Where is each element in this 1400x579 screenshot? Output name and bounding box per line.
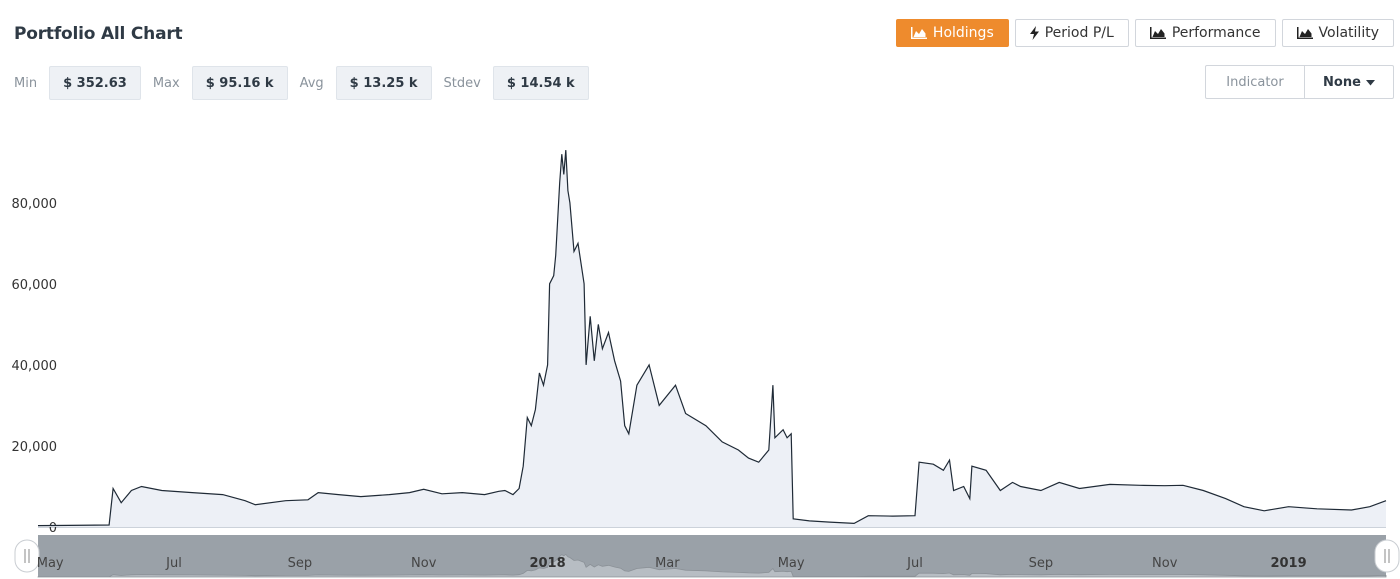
caret-down-icon: [1365, 75, 1375, 90]
indicator-label: Indicator: [1206, 66, 1305, 98]
min-value: $ 352.63: [49, 66, 141, 100]
x-tick-label: 2019: [1270, 556, 1306, 571]
x-tick-label: May: [37, 556, 64, 571]
indicator-dropdown[interactable]: None: [1305, 66, 1393, 98]
x-tick-label: Jul: [165, 556, 182, 571]
tab-holdings-label: Holdings: [932, 25, 994, 41]
y-axis: 0 20,000 40,000 60,000 80,000: [12, 197, 58, 536]
x-tick-label: 2018: [529, 556, 565, 571]
x-tick-label: Nov: [1152, 556, 1178, 571]
tab-performance-label: Performance: [1171, 25, 1261, 41]
tab-period-pl-label: Period P/L: [1044, 25, 1114, 41]
x-tick-label: Mar: [655, 556, 680, 571]
navigator-handle-grip: [14, 539, 40, 573]
x-tick-label: Sep: [1029, 556, 1054, 571]
x-tick-label: Sep: [288, 556, 313, 571]
navigator-series: [37, 553, 1387, 578]
holdings-area: [38, 150, 1386, 527]
indicator-value: None: [1323, 74, 1361, 90]
navigator-handle-grip: [1374, 539, 1400, 573]
y-tick-label: 20,000: [12, 440, 58, 455]
navigator-background: [38, 535, 1386, 577]
y-tick-label: 0: [49, 521, 57, 536]
tab-volatility-label: Volatility: [1318, 25, 1379, 41]
stdev-value: $ 14.54 k: [492, 66, 589, 100]
holdings-line: [37, 150, 1387, 527]
min-label: Min: [14, 75, 38, 91]
navigator: [14, 535, 1400, 578]
stdev-label: Stdev: [443, 75, 481, 91]
chart-mode-tabs: Holdings Period P/L Performance Volatili…: [895, 19, 1394, 47]
tab-volatility[interactable]: Volatility: [1281, 19, 1394, 47]
max-value: $ 95.16 k: [191, 66, 288, 100]
x-tick-label: Jul: [906, 556, 923, 571]
x-tick-label: Nov: [411, 556, 437, 571]
x-tick-label: May: [778, 556, 805, 571]
x-axis: May Jul Sep Nov 2018 Mar May Jul Sep Nov 2019: [37, 556, 1307, 571]
y-tick-label: 80,000: [12, 197, 58, 212]
y-tick-label: 60,000: [12, 278, 58, 293]
tab-performance[interactable]: Performance: [1134, 19, 1276, 47]
stats-bar: Min $ 352.63 Max $ 95.16 k Avg $ 13.25 k…: [14, 66, 601, 100]
indicator-control: Indicator None: [1205, 65, 1394, 99]
chart-title: Portfolio All Chart: [14, 24, 183, 44]
lightning-icon: [1029, 26, 1039, 40]
area-chart-icon: [1149, 27, 1166, 39]
navigator-handle-right[interactable]: [1374, 539, 1400, 573]
tab-period-pl[interactable]: Period P/L: [1014, 19, 1129, 47]
avg-value: $ 13.25 k: [335, 66, 432, 100]
area-chart-icon: [1296, 27, 1313, 39]
avg-label: Avg: [299, 75, 324, 91]
y-tick-label: 40,000: [12, 359, 58, 374]
area-chart-icon: [910, 27, 927, 39]
navigator-handle-left[interactable]: [14, 539, 40, 573]
max-label: Max: [152, 75, 180, 91]
tab-holdings[interactable]: Holdings: [895, 19, 1009, 47]
